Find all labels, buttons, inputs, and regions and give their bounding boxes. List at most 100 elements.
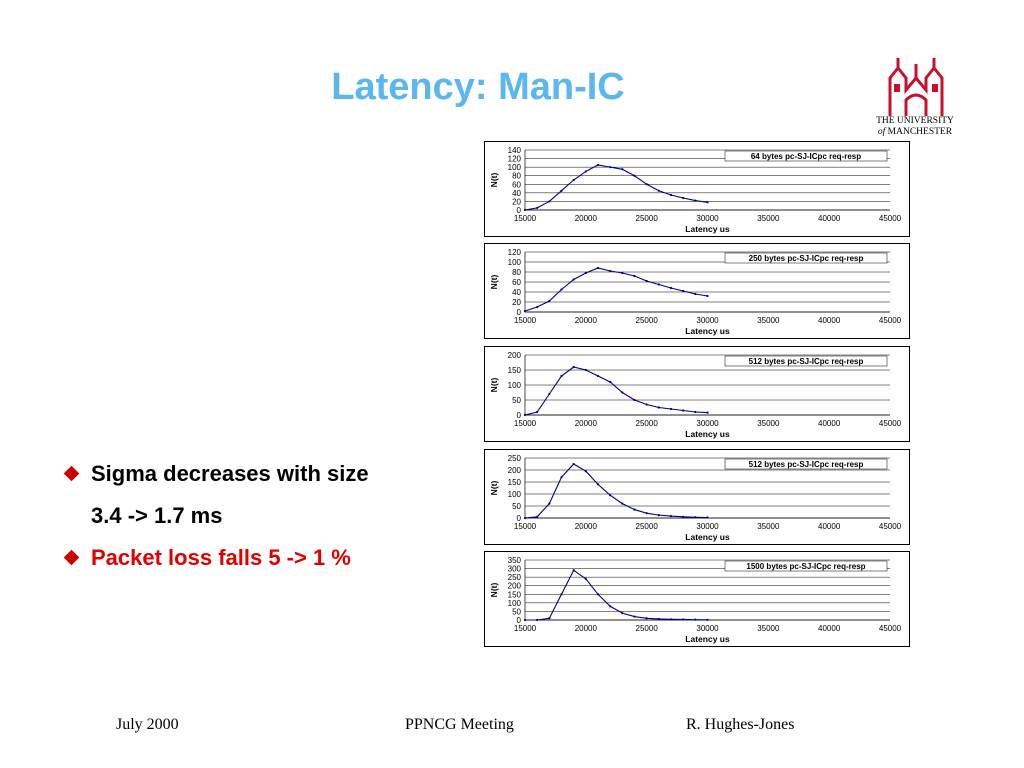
data-point [645,183,648,186]
series-line [524,164,708,211]
y-tick-label: 200 [508,351,522,360]
y-tick-label: 140 [508,146,522,155]
data-point [669,193,673,197]
data-point [682,618,685,621]
logo-line2: of MANCHESTER [860,127,970,138]
latency-chart-svg: 0 50 100 150 200 15000 20000 25000 30000 35000 400… [489,351,902,439]
bullet-text: 3.4 -> 1.7 ms [91,503,223,528]
data-point [694,618,697,621]
x-tick-label: 45000 [879,624,902,633]
x-tick-label: 40000 [818,214,841,223]
data-point [633,274,636,278]
data-point [609,605,612,608]
x-tick-label: 15000 [514,522,537,531]
x-tick-label: 30000 [696,624,719,633]
data-point [572,365,575,369]
y-tick-label: 250 [508,573,522,582]
latency-chart-3: 0 50 100 150 200 15000 20000 25000 30000 35000 400… [484,346,910,442]
data-point [609,494,612,497]
data-point [682,196,685,200]
chart-title: 250 bytes pc-SJ-ICpc req-resp [749,254,864,263]
data-point [694,516,697,519]
y-axis-label: N(t) [489,378,499,393]
data-point [621,612,624,615]
university-name: THE UNIVERSITY of MANCHESTER [860,116,970,138]
data-point [694,410,697,414]
y-tick-label: 250 [508,454,522,463]
data-point [596,163,600,167]
y-axis-label: N(t) [489,481,499,496]
x-tick-label: 25000 [636,624,659,633]
data-point [633,174,636,177]
x-tick-label: 35000 [757,624,780,633]
y-tick-label: 0 [517,206,522,215]
x-tick-label: 45000 [879,214,902,223]
x-tick-label: 25000 [636,522,659,531]
y-tick-label: 100 [508,599,522,608]
data-point [572,569,575,572]
data-point [548,200,551,203]
data-point [560,288,563,291]
diamond-bullet-icon [63,549,80,566]
y-tick-label: 120 [508,248,522,257]
data-point [596,266,600,270]
data-point [536,515,539,518]
data-point [560,374,563,378]
data-point [645,512,648,515]
data-point [694,199,697,202]
logo-manchester: MANCHESTER [885,127,953,137]
footer-date: July 2000 [116,716,179,733]
x-tick-label: 40000 [818,624,841,633]
x-tick-label: 25000 [636,419,659,428]
data-point [706,516,709,519]
data-point [584,368,587,372]
y-tick-label: 100 [508,258,522,267]
x-tick-label: 40000 [818,419,841,428]
y-tick-label: 50 [512,502,521,511]
data-point [560,189,563,192]
bullet-text: Packet loss falls 5 -> 1 % [91,545,351,570]
data-point [669,286,673,290]
chart-title: 512 bytes pc-SJ-ICpc req-resp [749,357,864,366]
x-tick-label: 35000 [757,214,780,223]
logo-line1: THE UNIVERSITY [876,116,954,126]
y-tick-label: 50 [512,607,521,616]
slide-title: Latency: Man-IC [331,66,625,108]
data-point [657,617,660,621]
data-point [682,515,685,518]
x-tick-label: 15000 [514,214,537,223]
data-point [596,483,600,486]
y-tick-label: 20 [512,197,521,206]
y-axis-label: N(t) [489,583,499,598]
series-line [524,267,708,312]
footer-author: R. Hughes-Jones [686,716,795,733]
data-point [669,618,673,621]
y-axis-label: N(t) [489,275,499,290]
chart-title: 512 bytes pc-SJ-ICpc req-resp [749,460,864,469]
y-tick-label: 200 [508,466,522,475]
data-point [645,279,648,283]
latency-chart-2: 0 20 40 60 80 100 120 15000 20000 25000 30000 35000… [484,243,910,339]
chart-legend-box [724,355,888,367]
data-point [682,409,685,412]
y-tick-label: 0 [517,308,522,317]
x-tick-label: 15000 [514,316,537,325]
data-point [536,305,539,309]
x-tick-label: 30000 [696,214,719,223]
y-tick-label: 40 [512,288,521,297]
chart-legend-box [724,458,888,470]
x-tick-label: 25000 [636,214,659,223]
chart-legend-box [724,252,888,264]
x-tick-label: 20000 [575,316,598,325]
x-tick-label: 20000 [575,214,598,223]
data-point [706,294,709,298]
latency-chart-4: 0 50 100 150 200 250 15000 20000 25000 30000 35000… [484,449,910,545]
bullet-list: Sigma decreases with size 3.4 -> 1.7 ms … [60,453,470,579]
bullet-subline: 3.4 -> 1.7 ms [60,495,470,537]
data-point [633,615,636,618]
chart-title: 1500 bytes pc-SJ-ICpc req-resp [746,562,865,571]
x-tick-label: 25000 [636,316,659,325]
data-point [657,514,660,517]
